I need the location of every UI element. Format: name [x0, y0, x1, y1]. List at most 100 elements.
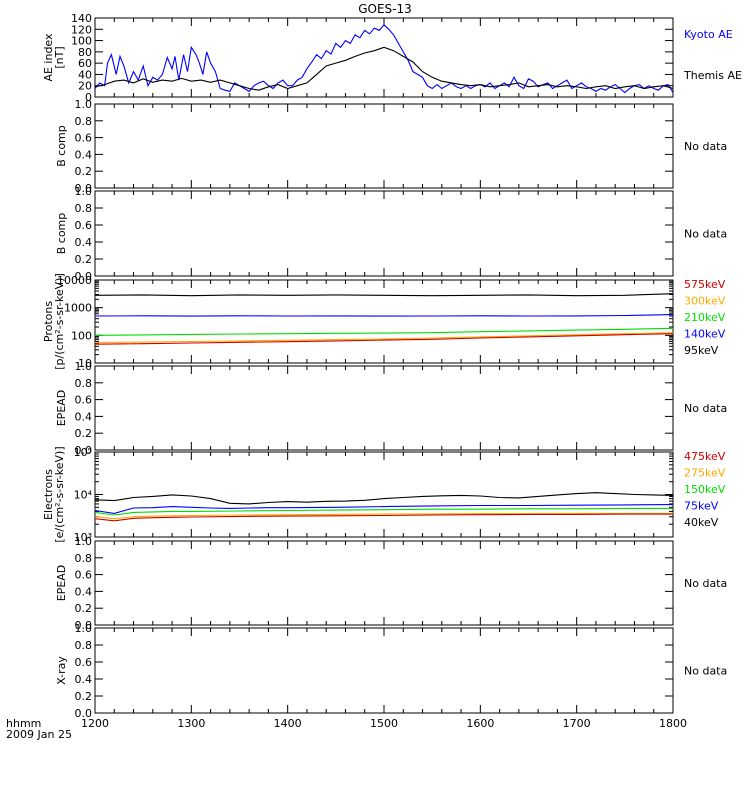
y-tick-label: 0.6	[75, 132, 93, 145]
y-tick-label: 0.6	[75, 656, 93, 669]
y-tick-label: 0.0	[75, 444, 93, 457]
x-tick-label: 1200	[81, 717, 109, 730]
x-tick-label: 1500	[370, 717, 398, 730]
y-tick-label: 10000	[57, 274, 92, 287]
x-tick-label: 1600	[466, 717, 494, 730]
panel-bcomp1: 0.0 0.2 0.4 0.6 0.8 1.0 B comp No data	[55, 98, 727, 195]
series-40kev	[94, 492, 674, 505]
y-axis-label: [nT]	[53, 46, 66, 68]
panel-frame	[94, 17, 674, 98]
y-tick-label: 0.2	[75, 690, 93, 703]
y-tick-label: 0	[85, 91, 92, 104]
y-tick-label: 0.0	[75, 707, 93, 720]
legend-entry: 75keV	[684, 500, 719, 513]
panel-protons: 10 100 1000 10000 Protons[p/(cm²-s-sr-keV)] 5…	[42, 273, 726, 370]
y-tick-label: 0.6	[75, 569, 93, 582]
no-data-label: No data	[684, 228, 727, 241]
y-tick-label: 0.6	[75, 219, 93, 232]
series-275kev	[94, 512, 673, 520]
y-axis-label: EPEAD	[55, 565, 68, 602]
x-tick-label: 1400	[274, 717, 302, 730]
y-axis-label: Electrons	[42, 469, 55, 520]
series-140kev	[94, 314, 674, 317]
series-575kev	[94, 333, 674, 345]
panel-frame	[94, 190, 674, 277]
panel-frame	[94, 451, 674, 538]
y-tick-label: 140	[71, 12, 92, 25]
series-95kev	[94, 293, 674, 297]
panel-epead2: 0.0 0.2 0.4 0.6 0.8 1.0 EPEAD No data	[55, 535, 727, 632]
series-kyoto-ae	[94, 24, 674, 94]
y-tick-label: 1.0	[75, 535, 93, 548]
no-data-label: No data	[684, 577, 727, 590]
legend-entry: 95keV	[684, 344, 719, 357]
panel-electrons: 10³ 10⁴ 10⁵ Electrons[e/(cm²-s-sr-keV)] 475k…	[42, 446, 726, 544]
y-tick-label: 10³	[74, 531, 92, 544]
footer-time-label: hhmm	[6, 717, 41, 730]
y-tick-label: 80	[78, 46, 92, 59]
y-tick-label: 0.4	[75, 148, 93, 161]
y-axis-label: AE index	[42, 33, 55, 82]
y-tick-label: 0.2	[75, 253, 93, 266]
y-tick-label: 10	[78, 357, 92, 370]
y-axis-label: Protons	[42, 301, 55, 342]
y-tick-label: 1.0	[75, 622, 93, 635]
legend-entry: 575keV	[684, 278, 726, 291]
y-axis-label: [e/(cm²-s-sr-keV)]	[53, 446, 66, 542]
y-tick-label: 1.0	[75, 98, 93, 111]
legend-entry: 40keV	[684, 516, 719, 529]
x-tick-label: 1700	[563, 717, 591, 730]
y-tick-label: 10⁵	[74, 446, 92, 459]
y-tick-label: 0.0	[75, 182, 93, 195]
y-tick-label: 0.8	[75, 377, 93, 390]
footer-date-label: 2009 Jan 25	[6, 728, 72, 741]
y-tick-label: 1.0	[75, 360, 93, 373]
y-tick-label: 0.8	[75, 639, 93, 652]
series-themis-ae	[94, 46, 674, 91]
y-tick-label: 0.2	[75, 427, 93, 440]
panel-frame	[94, 279, 674, 364]
y-tick-label: 120	[71, 23, 92, 36]
y-tick-label: 60	[78, 57, 92, 70]
x-tick-label: 1300	[177, 717, 205, 730]
legend-entry: 275keV	[684, 467, 726, 480]
y-tick-label: 0.4	[75, 585, 93, 598]
y-tick-label: 0.8	[75, 115, 93, 128]
y-tick-label: 0.2	[75, 602, 93, 615]
no-data-label: No data	[684, 402, 727, 415]
y-tick-label: 0.6	[75, 394, 93, 407]
no-data-label: No data	[684, 140, 727, 153]
y-tick-label: 1.0	[75, 185, 93, 198]
x-tick-label: 1800	[659, 717, 687, 730]
y-axis-label: X-ray	[55, 656, 68, 685]
y-tick-label: 0.4	[75, 236, 93, 249]
series-75kev	[94, 504, 674, 514]
y-axis-label: B comp	[55, 213, 68, 255]
y-tick-label: 0.4	[75, 673, 93, 686]
panel-frame	[94, 627, 674, 714]
legend-entry: Themis AE	[683, 69, 742, 82]
y-tick-label: 100	[71, 329, 92, 342]
legend-entry: 210keV	[684, 311, 726, 324]
y-axis-label: [p/(cm²-s-sr-keV)]	[53, 273, 66, 370]
series-210kev	[94, 327, 674, 336]
y-tick-label: 0.4	[75, 410, 93, 423]
y-tick-label: 0.0	[75, 619, 93, 632]
y-tick-label: 0.2	[75, 165, 93, 178]
y-axis-label: B comp	[55, 125, 68, 167]
panel-frame	[94, 540, 674, 626]
panel-xray: 0.0 0.2 0.4 0.6 0.8 1.0 X-ray No data 1200 1300 14…	[55, 622, 727, 730]
y-tick-label: 40	[78, 68, 92, 81]
panel-frame	[94, 103, 674, 189]
series-150kev	[94, 507, 673, 516]
legend-entry: 300keV	[684, 295, 726, 308]
y-tick-label: 0.8	[75, 552, 93, 565]
no-data-label: No data	[684, 665, 727, 678]
legend-entry: Kyoto AE	[684, 28, 733, 41]
y-tick-label: 20	[78, 80, 92, 93]
figure-title: GOES-13	[358, 2, 412, 16]
